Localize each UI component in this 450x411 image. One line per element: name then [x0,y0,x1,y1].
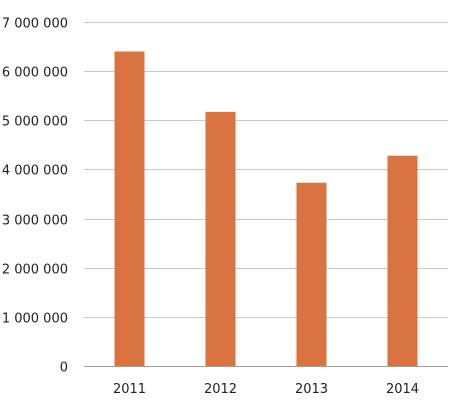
bar-2012 [205,111,236,367]
y-tick-label: 4 000 000 [2,164,68,179]
x-category-label: 2011 [113,382,146,397]
x-axis-categories: 2011 2012 2013 2014 [113,382,419,397]
y-tick-label: 3 000 000 [2,214,68,229]
y-tick-label: 5 000 000 [2,115,68,130]
y-axis-ticks: 0 1 000 000 2 000 000 3 000 000 4 000 000 5 0… [2,17,68,376]
bar-2013 [296,182,327,366]
bar-2014 [387,155,418,366]
y-tick-label: 6 000 000 [2,66,68,81]
bar-2011 [114,51,145,366]
y-tick-label: 1 000 000 [2,312,68,327]
bars [114,51,418,367]
x-category-label: 2012 [204,382,237,397]
x-category-label: 2014 [386,382,419,397]
y-tick-label: 0 [60,361,68,376]
grid-layer [84,22,448,367]
y-tick-label: 2 000 000 [2,263,68,278]
x-category-label: 2013 [295,382,328,397]
y-tick-label: 7 000 000 [2,17,68,32]
